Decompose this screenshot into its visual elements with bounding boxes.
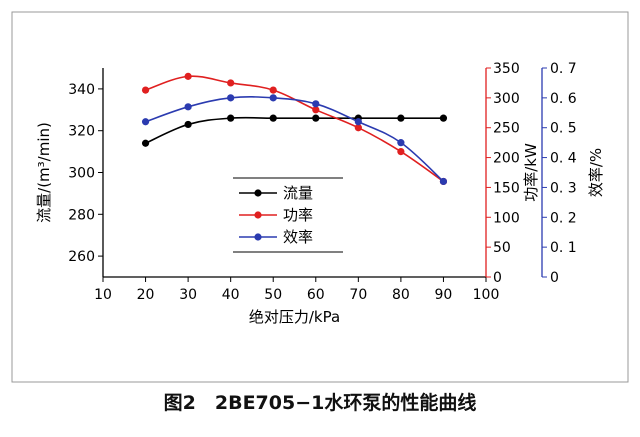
left-tick-label: 320 <box>68 124 95 140</box>
flow-point <box>227 114 235 122</box>
power-tick-label: 50 <box>493 240 511 256</box>
flow-point <box>269 114 277 122</box>
left-tick-label: 300 <box>68 166 95 182</box>
efficiency-point <box>354 118 362 126</box>
power-point <box>397 148 405 156</box>
chart-frame <box>11 11 629 383</box>
efficiency-line <box>145 96 444 183</box>
legend-efficiency-marker <box>254 233 262 241</box>
efficiency-point <box>184 103 192 111</box>
flow-point <box>184 120 192 129</box>
efficiency-tick-label: 0. 6 <box>550 91 577 107</box>
power-tick-label: 150 <box>493 180 520 196</box>
power-axis-label: 功率/kW <box>522 143 540 202</box>
legend-flow-label: 流量 <box>283 184 313 202</box>
figure-caption: 图2 2BE705−1水环泵的性能曲线 <box>163 392 477 414</box>
efficiency-tick-label: 0 <box>550 270 559 286</box>
x-tick-label: 100 <box>473 287 500 303</box>
efficiency-tick-label: 0. 1 <box>550 240 577 256</box>
power-point <box>141 86 150 94</box>
legend-power-marker <box>254 211 262 219</box>
power-point <box>227 79 235 87</box>
efficiency-tick-label: 0. 2 <box>550 210 577 226</box>
x-axis-label: 绝对压力/kPa <box>249 308 340 326</box>
efficiency-point <box>312 100 320 108</box>
power-tick-label: 300 <box>493 91 520 107</box>
x-tick-label: 10 <box>94 287 112 303</box>
efficiency-point <box>439 177 448 186</box>
efficiency-point <box>227 94 235 102</box>
power-point <box>269 86 277 94</box>
x-tick-label: 40 <box>222 287 240 303</box>
efficiency-point <box>269 94 277 102</box>
efficiency-point <box>141 118 150 126</box>
legend-power-label: 功率 <box>283 206 313 224</box>
left-tick-label: 340 <box>68 82 95 98</box>
power-tick-label: 200 <box>493 151 520 167</box>
flow-line <box>145 116 444 144</box>
left-tick-label: 280 <box>68 207 95 223</box>
x-tick-label: 50 <box>264 287 282 303</box>
efficiency-tick-label: 0. 5 <box>550 121 577 137</box>
x-tick-label: 70 <box>349 287 367 303</box>
power-tick-label: 350 <box>493 61 520 77</box>
efficiency-tick-label: 0. 7 <box>550 61 577 77</box>
legend-efficiency-label: 效率 <box>283 228 313 246</box>
efficiency-tick-label: 0. 4 <box>550 151 577 167</box>
power-tick-label: 0 <box>493 270 502 286</box>
efficiency-tick-label: 0. 3 <box>550 180 577 196</box>
x-tick-label: 20 <box>137 287 155 303</box>
power-point <box>184 72 192 80</box>
x-tick-label: 60 <box>307 287 325 303</box>
flow-point <box>312 114 320 122</box>
x-tick-label: 80 <box>392 287 410 303</box>
power-tick-label: 250 <box>493 121 520 137</box>
flow-point <box>397 114 405 122</box>
efficiency-axis-label: 效率/% <box>587 148 605 197</box>
power-point <box>354 124 362 132</box>
left-tick-label: 260 <box>68 249 95 265</box>
power-tick-label: 100 <box>493 210 520 226</box>
flow-point <box>141 139 150 147</box>
x-tick-label: 90 <box>435 287 453 303</box>
left-axis-label: 流量/(m³/min) <box>35 122 53 223</box>
legend-flow-marker <box>254 189 262 197</box>
power-point <box>312 106 320 114</box>
x-tick-label: 30 <box>179 287 197 303</box>
flow-point <box>439 114 448 122</box>
efficiency-point <box>397 139 405 147</box>
